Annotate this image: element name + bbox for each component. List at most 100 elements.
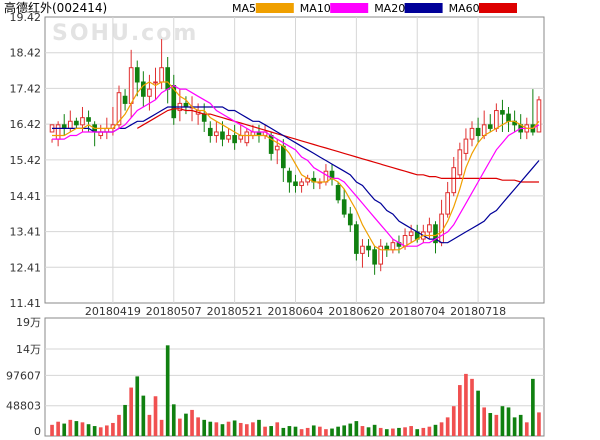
volume-bar-down xyxy=(384,429,389,436)
ma10-line xyxy=(52,84,540,247)
volume-bar-up xyxy=(56,421,60,436)
price-tick-label: 17.42 xyxy=(10,82,42,95)
volume-bar-up xyxy=(129,387,133,436)
volume-bar-down xyxy=(293,426,298,436)
price-tick-label: 14.41 xyxy=(10,190,42,203)
candle-up xyxy=(457,149,463,176)
volume-bar-up xyxy=(409,426,413,436)
volume-bar-down xyxy=(220,424,225,436)
candle-up xyxy=(80,117,85,126)
volume-tick-label: 19万 xyxy=(16,316,41,329)
candle-up xyxy=(408,231,414,237)
candle-down xyxy=(500,110,505,115)
candle-down xyxy=(165,67,171,90)
candle-up xyxy=(427,224,432,233)
legend-swatch-ma60 xyxy=(479,3,517,13)
volume-tick-label: 48803 xyxy=(6,400,41,413)
volume-bar-up xyxy=(451,406,456,436)
candle-up xyxy=(244,131,250,144)
volume-bar-down xyxy=(433,424,438,436)
volume-bar-down xyxy=(500,406,505,436)
volume-bar-up xyxy=(458,385,462,436)
ma60-line xyxy=(136,108,539,183)
candle-down xyxy=(74,120,79,126)
volume-tick-label: 97607 xyxy=(6,369,41,382)
volume-bar-up xyxy=(178,418,182,436)
price-tick-label: 15.42 xyxy=(10,154,42,167)
candle-down xyxy=(232,135,237,144)
volume-bar-down xyxy=(208,421,213,436)
volume-bar-up xyxy=(263,426,267,436)
volume-bar-up xyxy=(251,422,255,436)
candle-up xyxy=(439,213,444,244)
volume-bar-up xyxy=(439,422,444,436)
date-axis-ticks: 20180419 20180507 20180521 20180604 20180620… xyxy=(85,305,506,318)
volume-bar-down xyxy=(141,395,146,436)
candle-up xyxy=(469,127,475,140)
candle-up xyxy=(147,88,152,97)
volume-bar-up xyxy=(391,428,395,436)
volume-bar-up xyxy=(324,429,328,436)
volume-bar-down xyxy=(123,404,127,436)
volume-bar-down xyxy=(86,424,91,436)
candle-up xyxy=(159,67,164,83)
candle-down xyxy=(201,113,207,122)
legend-label-ma5: MA5 xyxy=(232,2,256,15)
watermark: SOHU.com xyxy=(52,21,198,46)
volume-bar-up xyxy=(147,414,152,436)
volume-bar-up xyxy=(214,422,219,436)
volume-bar-up xyxy=(427,426,432,436)
volume-bar-up xyxy=(111,422,115,436)
volume-bar-down xyxy=(311,425,316,436)
candle-up xyxy=(445,192,450,215)
volume-bar-down xyxy=(506,407,511,436)
price-tick-label: 12.41 xyxy=(10,261,42,274)
price-tick-label: 18.42 xyxy=(10,47,42,60)
volume-bar-down xyxy=(415,429,420,436)
volume-bar-down xyxy=(74,421,79,436)
candle-up xyxy=(116,92,122,126)
volume-bar-up xyxy=(196,417,200,436)
candle-up xyxy=(299,181,304,187)
volume-bar-up xyxy=(190,409,194,436)
candle-down xyxy=(366,245,371,251)
candle-down xyxy=(372,249,377,265)
candle-down xyxy=(475,127,481,137)
candle-down xyxy=(293,181,298,187)
candle-down xyxy=(281,145,286,169)
volume-bar-up xyxy=(482,407,487,436)
volume-bar-up xyxy=(378,427,383,436)
date-tick-label: 20180604 xyxy=(268,305,324,318)
price-tick-label: 16.42 xyxy=(10,118,42,131)
volume-bar-down xyxy=(165,345,170,436)
volume-bar-down xyxy=(397,427,401,436)
price-tick-label: 11.41 xyxy=(10,297,42,310)
candle-down xyxy=(487,124,493,129)
candle-up xyxy=(214,131,219,137)
candle-down xyxy=(433,224,438,244)
legend-label-ma10: MA10 xyxy=(300,2,331,15)
candle-down xyxy=(207,127,213,137)
candle-down xyxy=(141,81,146,97)
volume-bar-down xyxy=(336,426,340,436)
legend-label-ma20: MA20 xyxy=(374,2,405,15)
volume-bar-down xyxy=(476,390,480,436)
volume-bar-down xyxy=(92,426,97,436)
candles xyxy=(49,39,542,275)
legend-label-ma60: MA60 xyxy=(449,2,480,15)
candle-down xyxy=(347,213,353,226)
ma20-line xyxy=(52,106,540,244)
volume-bar-up xyxy=(494,414,499,436)
volume-bar-down xyxy=(281,427,286,436)
candle-up xyxy=(128,67,134,104)
volume-bar-up xyxy=(50,424,54,436)
volume-axis-ticks: 19万 14万 97607 48803 0 xyxy=(6,316,41,438)
volume-bar-up xyxy=(98,427,103,436)
volume-bar-up xyxy=(421,427,426,436)
volume-bar-down xyxy=(348,423,353,436)
moving-averages xyxy=(52,81,540,251)
volume-bar-down xyxy=(171,404,176,436)
volume-bar-down xyxy=(184,413,188,436)
ma5-line xyxy=(52,81,540,251)
candle-up xyxy=(153,81,158,84)
